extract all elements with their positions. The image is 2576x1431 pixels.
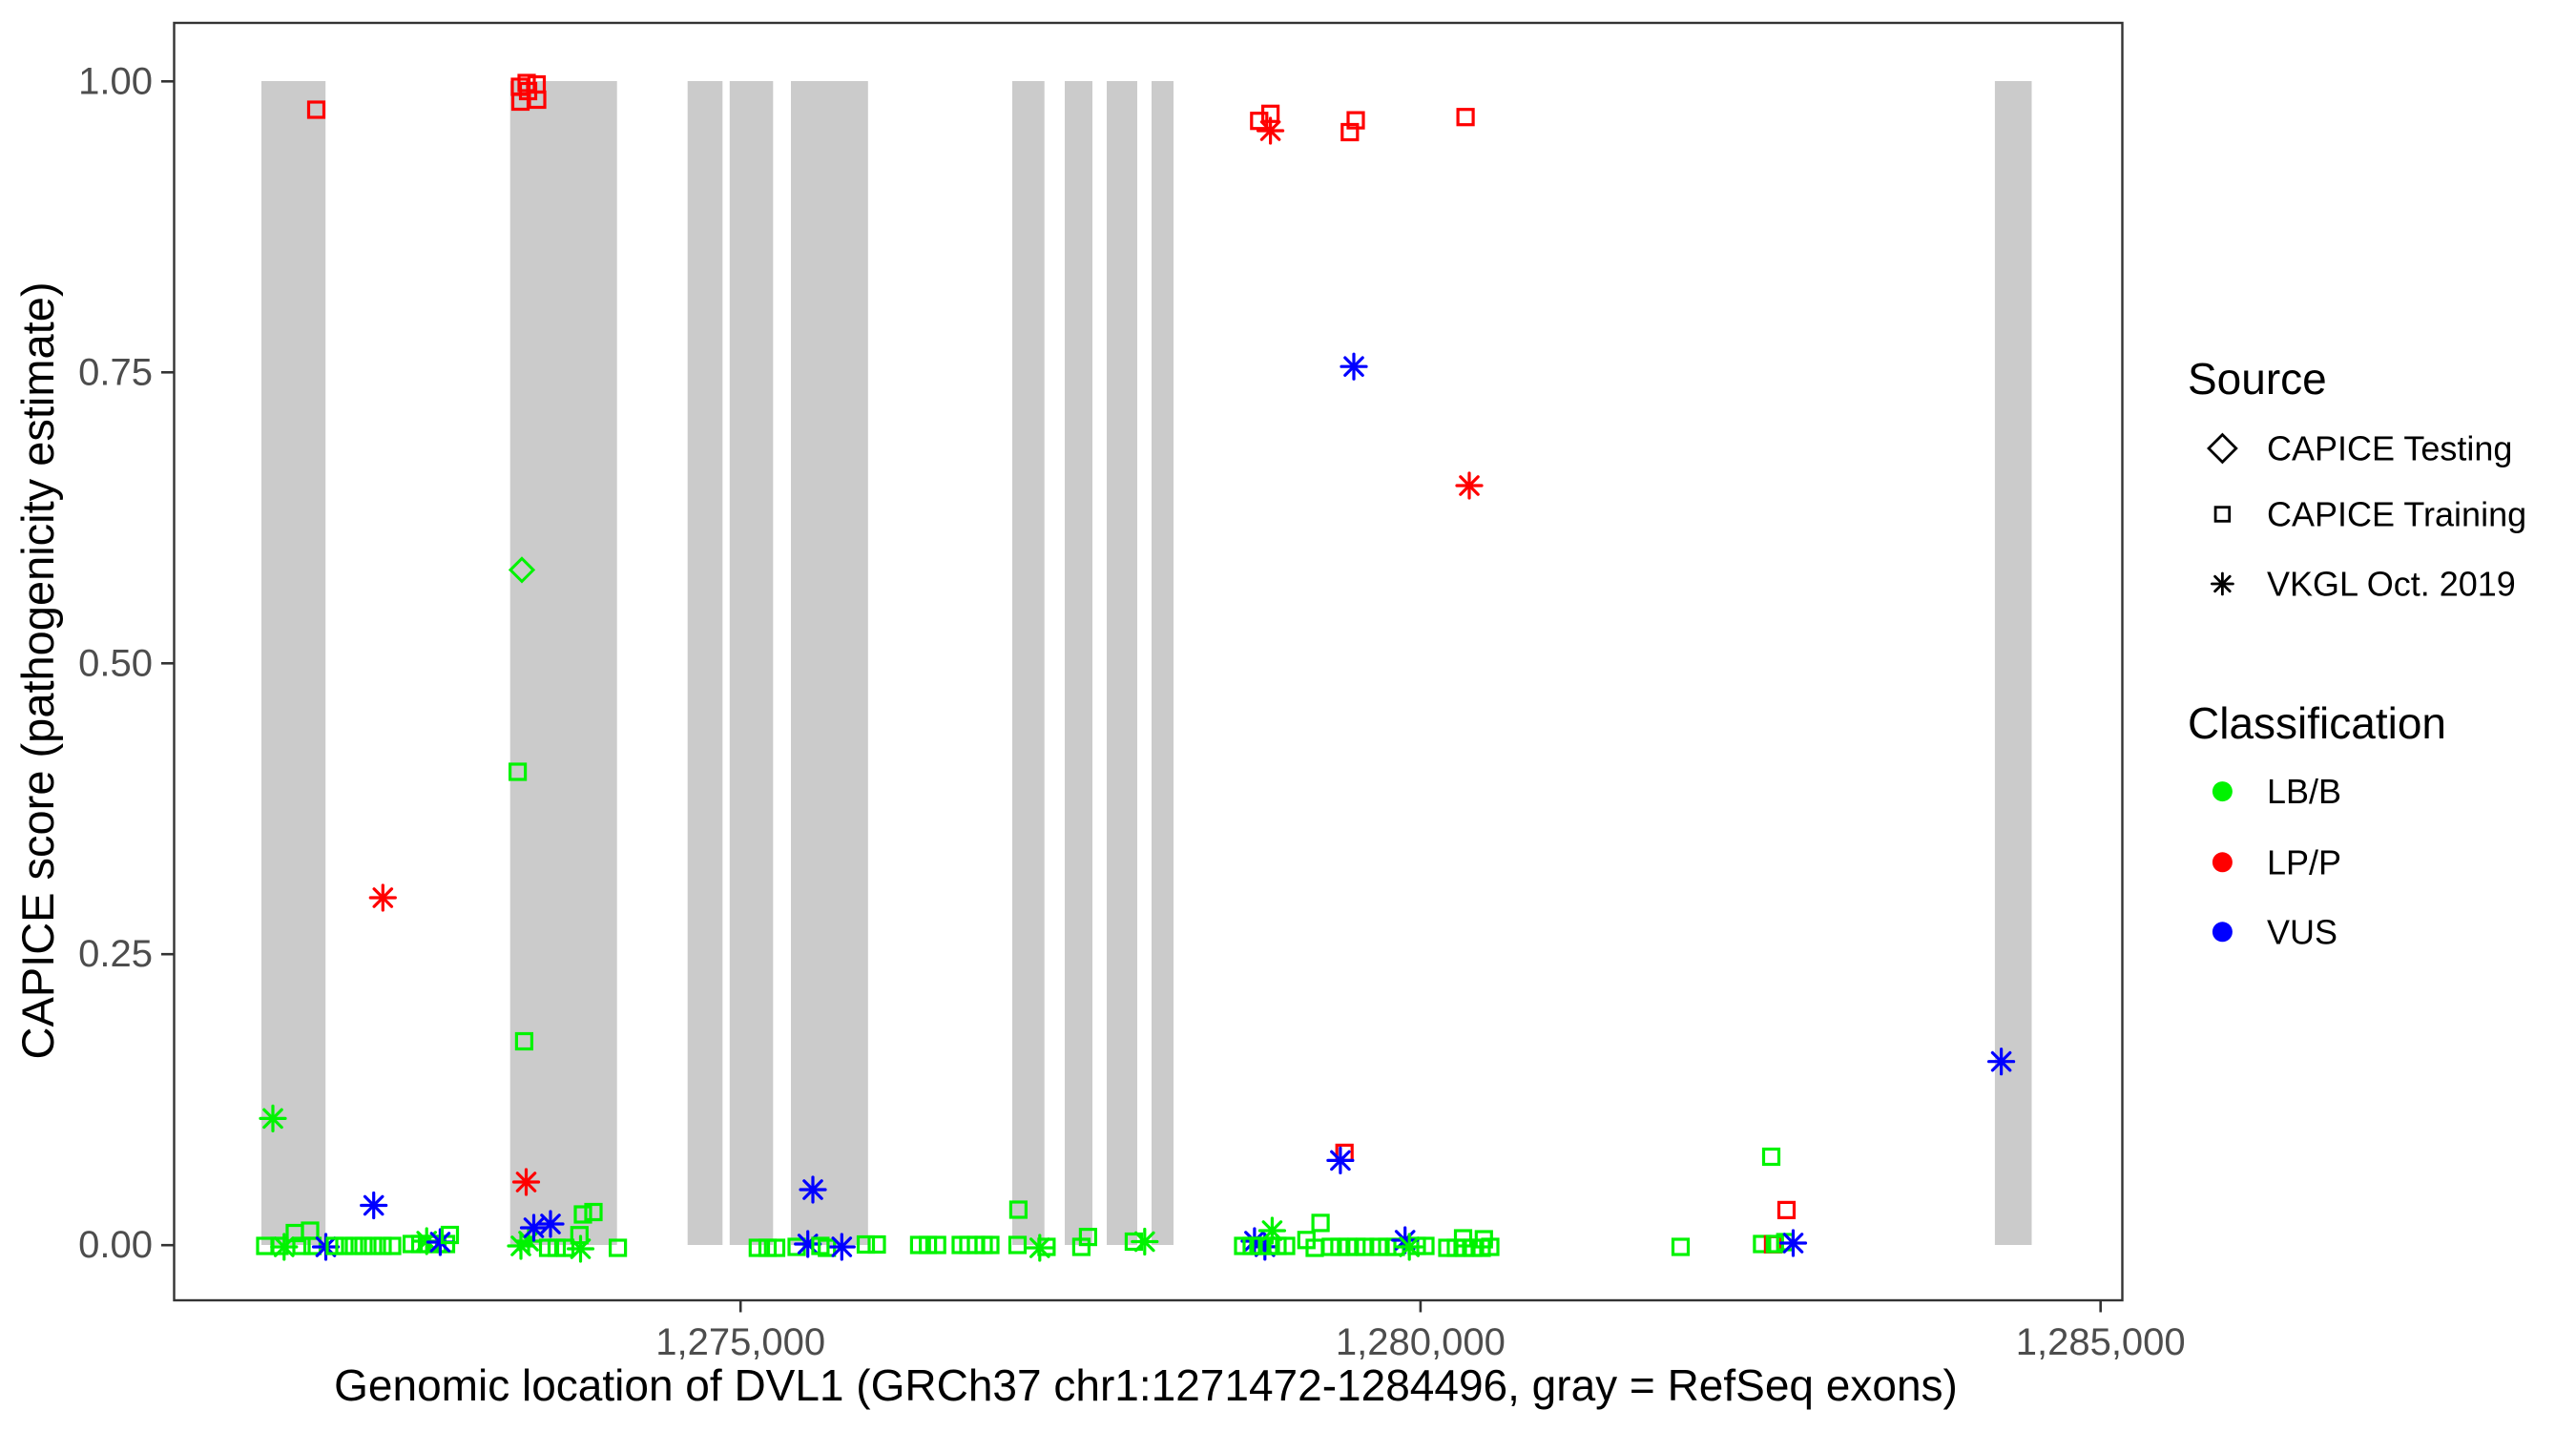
svg-text:Source: Source — [2188, 354, 2327, 404]
svg-text:1,285,000: 1,285,000 — [2016, 1321, 2186, 1363]
svg-text:0.00: 0.00 — [78, 1224, 153, 1266]
svg-text:0.75: 0.75 — [78, 351, 153, 393]
svg-text:CAPICE score (pathogenicity es: CAPICE score (pathogenicity estimate) — [12, 282, 63, 1060]
svg-text:1,275,000: 1,275,000 — [655, 1321, 825, 1363]
svg-text:VUS: VUS — [2267, 912, 2337, 951]
svg-text:VKGL Oct. 2019: VKGL Oct. 2019 — [2267, 565, 2516, 604]
svg-text:CAPICE Testing: CAPICE Testing — [2267, 429, 2512, 468]
svg-text:Classification: Classification — [2188, 698, 2446, 748]
svg-text:Genomic location of DVL1 (GRCh: Genomic location of DVL1 (GRCh37 chr1:12… — [334, 1360, 1958, 1410]
svg-text:1.00: 1.00 — [78, 60, 153, 102]
svg-text:LB/B: LB/B — [2267, 772, 2341, 811]
svg-text:1,280,000: 1,280,000 — [1336, 1321, 1506, 1363]
svg-text:CAPICE Training: CAPICE Training — [2267, 495, 2526, 534]
svg-text:0.50: 0.50 — [78, 642, 153, 684]
svg-text:LP/P: LP/P — [2267, 842, 2341, 881]
svg-text:0.25: 0.25 — [78, 933, 153, 975]
